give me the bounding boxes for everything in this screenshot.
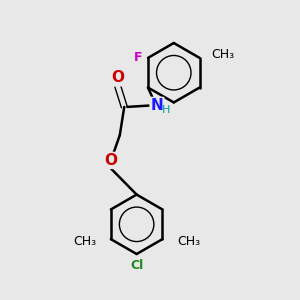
Text: N: N (151, 98, 163, 113)
Text: H: H (162, 105, 171, 115)
Text: CH₃: CH₃ (73, 235, 96, 248)
Text: O: O (104, 153, 117, 168)
Text: Cl: Cl (130, 259, 143, 272)
Text: CH₃: CH₃ (211, 48, 234, 61)
Text: O: O (111, 70, 124, 85)
Text: F: F (134, 51, 142, 64)
Text: CH₃: CH₃ (177, 235, 200, 248)
